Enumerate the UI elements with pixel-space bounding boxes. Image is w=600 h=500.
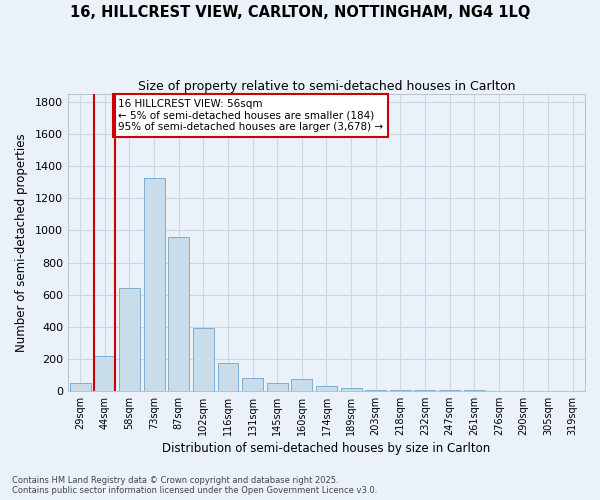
Bar <box>70 383 91 391</box>
Title: Size of property relative to semi-detached houses in Carlton: Size of property relative to semi-detach… <box>138 80 515 93</box>
Bar <box>292 379 313 391</box>
Bar <box>415 390 436 391</box>
Y-axis label: Number of semi-detached properties: Number of semi-detached properties <box>15 133 28 352</box>
Text: 16 HILLCREST VIEW: 56sqm
← 5% of semi-detached houses are smaller (184)
95% of s: 16 HILLCREST VIEW: 56sqm ← 5% of semi-de… <box>118 99 383 132</box>
Bar <box>218 363 238 391</box>
Bar <box>143 178 164 391</box>
Bar <box>390 390 411 391</box>
Bar <box>193 328 214 391</box>
Bar <box>341 388 362 391</box>
Text: 16, HILLCREST VIEW, CARLTON, NOTTINGHAM, NG4 1LQ: 16, HILLCREST VIEW, CARLTON, NOTTINGHAM,… <box>70 5 530 20</box>
Bar <box>365 390 386 391</box>
Bar <box>267 383 287 391</box>
Bar <box>316 386 337 391</box>
Bar <box>119 288 140 391</box>
X-axis label: Distribution of semi-detached houses by size in Carlton: Distribution of semi-detached houses by … <box>163 442 491 455</box>
Bar <box>94 356 115 391</box>
Text: Contains HM Land Registry data © Crown copyright and database right 2025.
Contai: Contains HM Land Registry data © Crown c… <box>12 476 377 495</box>
Bar <box>168 237 189 391</box>
Bar <box>242 378 263 391</box>
